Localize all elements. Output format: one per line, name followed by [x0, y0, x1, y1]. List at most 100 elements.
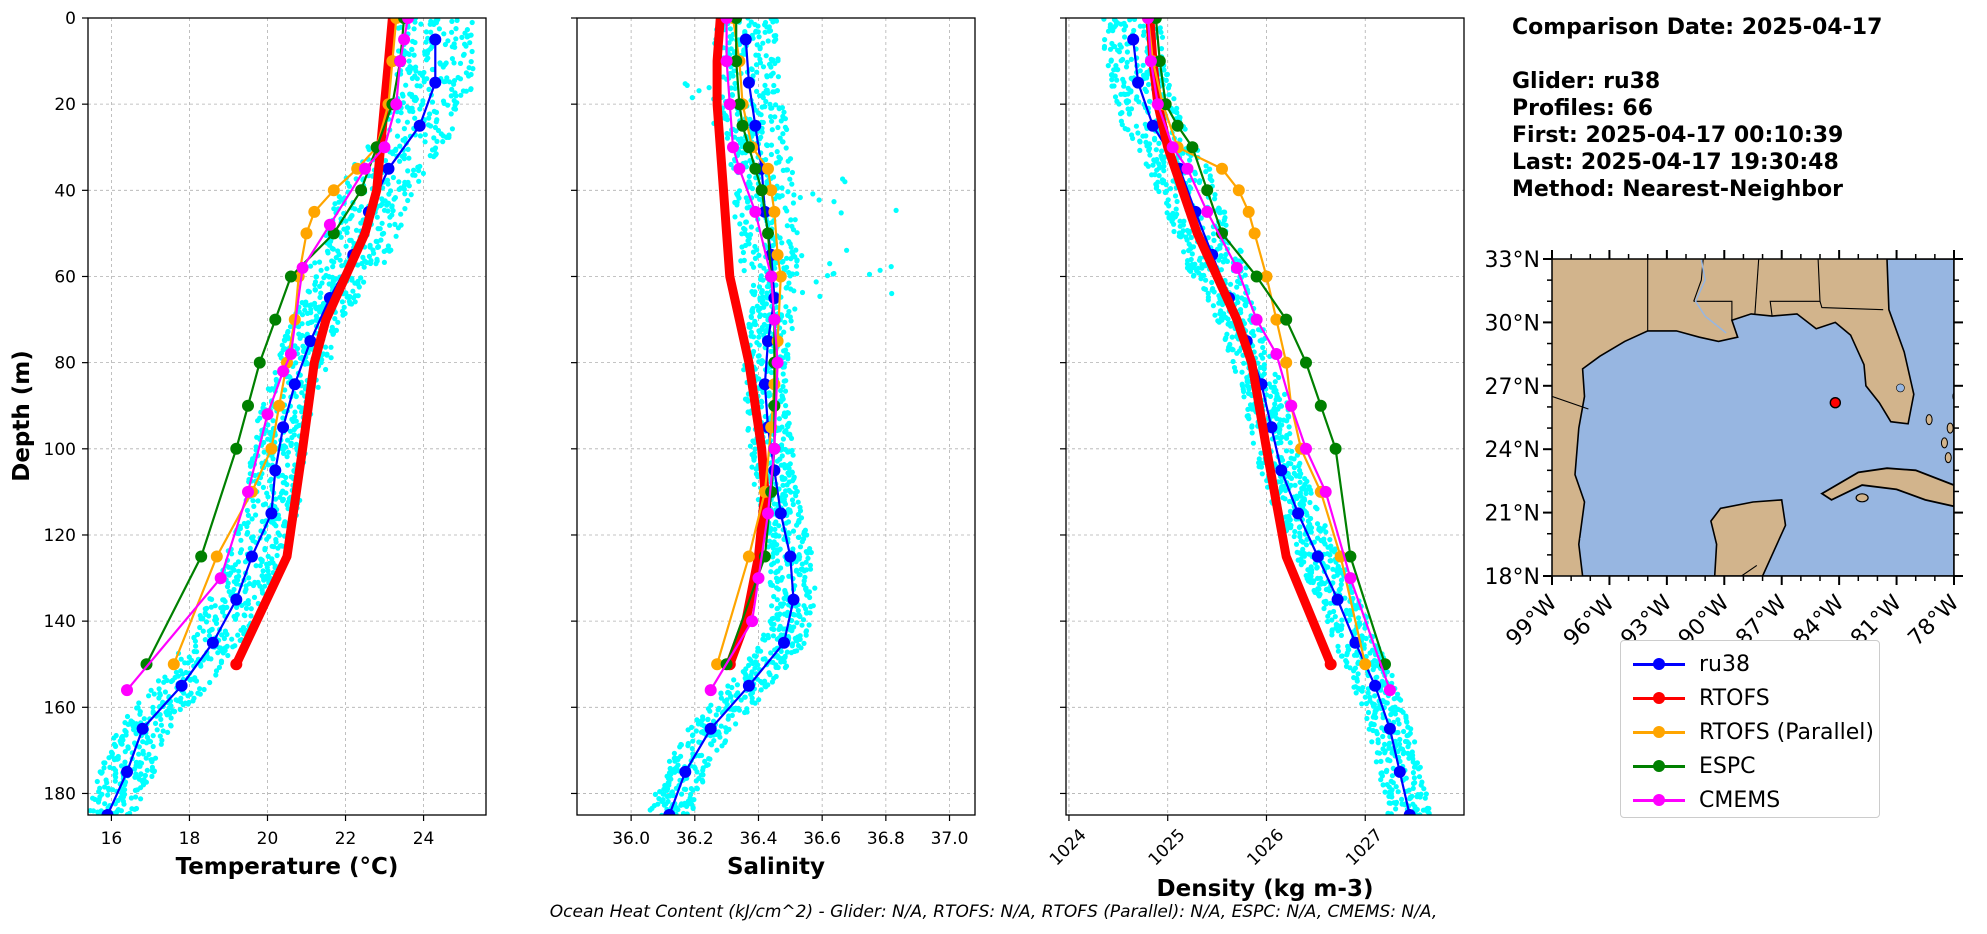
glider-point [319, 357, 325, 363]
glider-point [446, 134, 452, 140]
glider-point [408, 192, 414, 198]
glider-point [1217, 299, 1223, 305]
glider-point [1412, 739, 1418, 745]
glider-point [824, 273, 831, 279]
glider-point [112, 772, 118, 778]
bahamas-island [1925, 414, 1933, 426]
glider-point [783, 304, 789, 310]
glider-point [261, 439, 267, 446]
glider-point [1159, 148, 1165, 154]
glider-point [1347, 665, 1353, 671]
glider-point [213, 672, 219, 678]
glider-point [1386, 745, 1392, 751]
glider-point [760, 277, 766, 283]
glider-point [686, 819, 691, 824]
glider-point [1388, 711, 1394, 718]
glider-point [468, 59, 474, 65]
glider-point [780, 139, 786, 145]
series-line [712, 18, 770, 669]
glider-point [1393, 806, 1399, 812]
axes-frame [576, 17, 976, 816]
glider-point [1174, 211, 1180, 217]
glider-point [729, 684, 735, 691]
glider-point [281, 337, 287, 343]
glider-point [783, 285, 789, 291]
glider-point [105, 792, 111, 798]
glider-name: Glider: ru38 [1512, 69, 1661, 94]
glider-point [358, 275, 364, 281]
legend-swatch [1633, 717, 1685, 747]
glider-point [789, 249, 795, 255]
glider-point [229, 551, 235, 557]
glider-point [1156, 188, 1162, 195]
method: Method: Nearest-Neighbor [1512, 177, 1843, 202]
data-point [359, 162, 371, 175]
glider-point [328, 344, 334, 350]
glider-point [221, 635, 227, 642]
glider-point [296, 422, 302, 428]
glider-point [776, 626, 782, 633]
glider-point [1271, 405, 1277, 411]
glider-point [421, 69, 427, 76]
glider-point [1207, 176, 1213, 182]
glider-point [1314, 521, 1321, 527]
glider-point [693, 728, 699, 734]
glider-point [118, 808, 124, 814]
glider-point [780, 371, 786, 377]
glider-point [312, 279, 319, 285]
glider-point [433, 119, 439, 125]
glider-point [203, 619, 210, 625]
glider-point [1392, 711, 1398, 717]
glider-point [451, 98, 457, 104]
glider-point [1314, 506, 1320, 512]
glider-point [336, 194, 342, 200]
data-point [768, 205, 781, 218]
glider-point [149, 757, 155, 763]
glider-point [148, 687, 154, 693]
glider-point [741, 47, 747, 53]
glider-point [764, 290, 770, 296]
glider-point [407, 64, 413, 70]
glider-point [748, 691, 754, 698]
glider-point [773, 570, 779, 576]
glider-point [445, 102, 451, 108]
glider-point [202, 610, 208, 616]
glider-point [724, 697, 730, 703]
glider-point [277, 532, 283, 538]
glider-point [725, 683, 731, 689]
glider-point [1102, 37, 1108, 43]
legend-label: ESPC [1699, 753, 1756, 779]
glider-point [237, 523, 243, 530]
series-line [125, 18, 410, 692]
glider-point [788, 256, 794, 262]
ocean-heat-content-note: Ocean Heat Content (kJ/cm^2) - Glider: N… [549, 902, 1438, 922]
glider-point [249, 516, 255, 522]
glider-point [133, 794, 139, 800]
glider-point [670, 820, 675, 825]
glider-point [690, 738, 696, 744]
glider-point [1220, 221, 1226, 227]
glider-point [751, 653, 758, 659]
glider-point [129, 806, 135, 812]
glider-point [1261, 371, 1267, 377]
glider-point [780, 167, 786, 173]
glider-point [1382, 741, 1388, 748]
glider-point [417, 133, 423, 139]
glider-point [1423, 791, 1429, 797]
data-point [1300, 442, 1312, 455]
glider-point [763, 53, 769, 59]
glider-point [740, 249, 747, 256]
glider-point [1217, 311, 1223, 317]
glider-point [386, 248, 393, 254]
glider-point [781, 329, 787, 335]
glider-point [743, 195, 749, 201]
series-cmems [121, 18, 414, 697]
glider-point [797, 572, 803, 578]
glider-point [232, 562, 238, 568]
glider-point [1297, 524, 1303, 530]
glider-point [1140, 62, 1146, 68]
x-tick-label: 36.6 [803, 829, 841, 849]
glider-point [1250, 328, 1256, 334]
glider-point [790, 611, 796, 618]
data-point [1292, 507, 1305, 520]
